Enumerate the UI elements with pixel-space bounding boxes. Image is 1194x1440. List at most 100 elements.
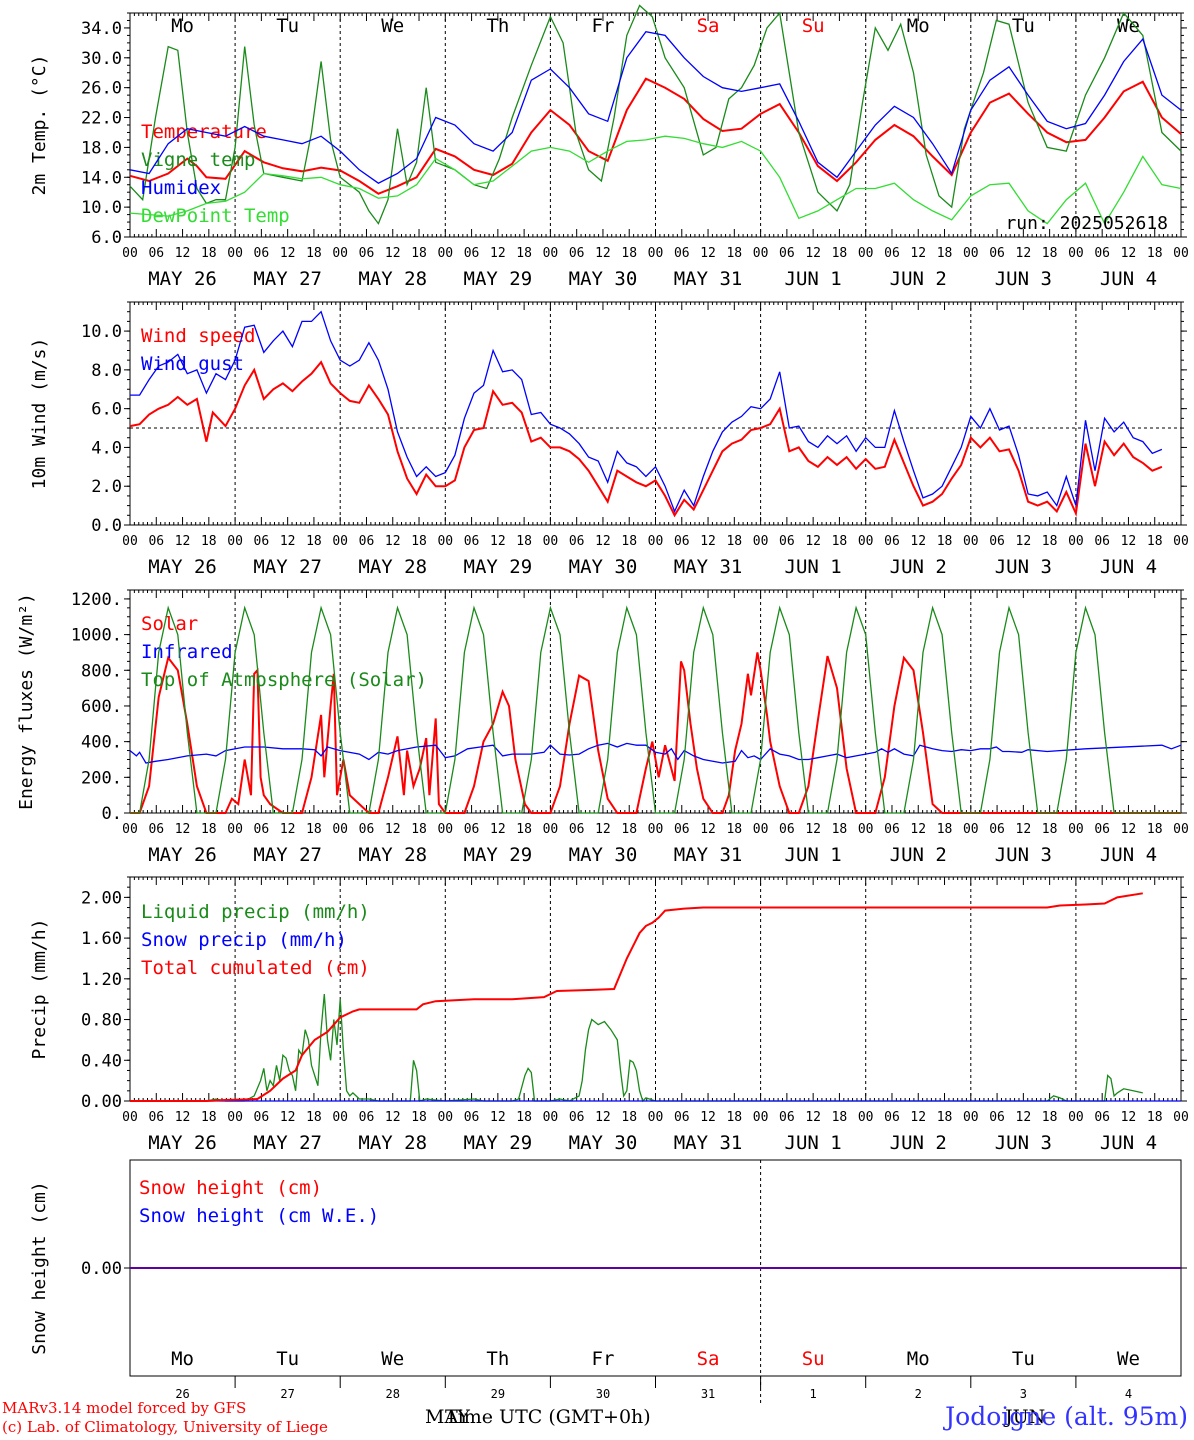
hour-label: 12 [385, 534, 401, 549]
hour-label: 18 [411, 246, 427, 261]
day-number-label: 30 [596, 1387, 610, 1401]
hour-label: 18 [516, 246, 532, 261]
y-axis-label: Snow height (cm) [29, 1181, 50, 1354]
hour-label: 06 [1094, 246, 1110, 261]
date-label: MAY 29 [464, 1132, 533, 1154]
hour-label: 12 [1121, 822, 1137, 837]
day-number-label: 2 [915, 1387, 922, 1401]
date-label: JUN 1 [785, 1132, 842, 1154]
hour-label: 12 [280, 534, 296, 549]
hour-label: 06 [779, 822, 795, 837]
y-tick-label: 30.0 [81, 49, 122, 69]
y-tick-label: 22.0 [81, 109, 122, 129]
hour-label: 00 [858, 822, 874, 837]
hour-label: 00 [963, 246, 979, 261]
date-label: JUN 2 [890, 1132, 947, 1154]
hour-label: 06 [254, 1110, 270, 1125]
hour-label: 00 [227, 246, 243, 261]
hour-label: 12 [910, 534, 926, 549]
weekday-label: We [381, 1348, 404, 1370]
hour-label: 06 [1094, 534, 1110, 549]
hour-label: 12 [490, 534, 506, 549]
day-number-label: 27 [280, 1387, 294, 1401]
weekday-label: Tu [1012, 15, 1035, 37]
y-tick-label: 1200. [71, 590, 122, 610]
model-credit: MARv3.14 model forced by GFS [2, 1399, 247, 1417]
hour-label: 18 [726, 534, 742, 549]
hour-label: 12 [1121, 1110, 1137, 1125]
date-label: MAY 31 [674, 268, 743, 290]
hour-label: 18 [937, 1110, 953, 1125]
hour-label: 06 [569, 246, 585, 261]
hour-label: 12 [280, 1110, 296, 1125]
hour-label: 00 [332, 246, 348, 261]
hour-label: 00 [227, 534, 243, 549]
y-tick-label: 1000. [71, 626, 122, 646]
legend-entry: Snow height (cm) [139, 1177, 322, 1199]
hour-label: 06 [359, 534, 375, 549]
date-label: JUN 4 [1100, 556, 1157, 578]
date-label: MAY 27 [253, 844, 322, 866]
hour-label: 18 [1042, 1110, 1058, 1125]
date-label: MAY 28 [358, 1132, 427, 1154]
date-label: JUN 1 [785, 268, 842, 290]
hour-label: 12 [700, 534, 716, 549]
hour-label: 06 [884, 534, 900, 549]
weekday-label: Mo [171, 1348, 194, 1370]
hour-label: 06 [464, 534, 480, 549]
hour-label: 18 [201, 822, 217, 837]
date-label: MAY 31 [674, 556, 743, 578]
hour-label: 12 [910, 822, 926, 837]
legend-entry: Liquid precip (mm/h) [141, 901, 370, 923]
series-line [129, 77, 1182, 195]
legend-entry: Wind speed [141, 325, 255, 347]
hour-label: 12 [805, 534, 821, 549]
hour-label: 06 [674, 534, 690, 549]
y-axis-label: 2m Temp. (°C) [29, 55, 50, 196]
y-tick-label: 800. [81, 661, 122, 681]
y-tick-label: 8.0 [91, 361, 122, 381]
hour-label: 06 [989, 534, 1005, 549]
hour-label: 18 [726, 1110, 742, 1125]
series-line [130, 892, 1143, 1102]
hour-label: 06 [254, 246, 270, 261]
legend-entry: Infrared [141, 641, 233, 663]
hour-label: 12 [910, 246, 926, 261]
day-number-label: 3 [1020, 1387, 1027, 1401]
hour-label: 00 [122, 822, 138, 837]
y-axis-label: Precip (mm/h) [29, 919, 50, 1060]
day-number-label: 4 [1125, 1387, 1132, 1401]
hour-label: 12 [385, 246, 401, 261]
hour-label: 00 [1173, 246, 1189, 261]
hour-label: 00 [753, 534, 769, 549]
hour-label: 18 [1042, 534, 1058, 549]
series-line [130, 652, 1181, 814]
hour-label: 12 [595, 534, 611, 549]
hour-label: 06 [359, 1110, 375, 1125]
weekday-label: Tu [276, 1348, 299, 1370]
hour-label: 06 [569, 1110, 585, 1125]
hour-label: 00 [122, 246, 138, 261]
hour-label: 18 [937, 822, 953, 837]
hour-label: 06 [1094, 1110, 1110, 1125]
series-line [129, 742, 1182, 764]
hour-label: 06 [989, 246, 1005, 261]
date-label: JUN 4 [1100, 1132, 1157, 1154]
weekday-label: Su [802, 1348, 825, 1370]
date-label: JUN 3 [995, 1132, 1052, 1154]
hour-label: 00 [543, 1110, 559, 1125]
hour-label: 18 [1147, 822, 1163, 837]
y-tick-label: 6.0 [91, 228, 122, 248]
hour-label: 00 [1173, 822, 1189, 837]
hour-label: 00 [332, 534, 348, 549]
date-label: MAY 29 [464, 556, 533, 578]
hour-label: 00 [963, 822, 979, 837]
hour-label: 18 [1042, 822, 1058, 837]
hour-label: 06 [569, 534, 585, 549]
hour-label: 06 [884, 246, 900, 261]
date-label: MAY 26 [148, 556, 217, 578]
series-line [129, 360, 1163, 518]
weekday-label: Tu [276, 15, 299, 37]
weekday-label: Th [486, 1348, 509, 1370]
date-label: MAY 30 [569, 844, 638, 866]
